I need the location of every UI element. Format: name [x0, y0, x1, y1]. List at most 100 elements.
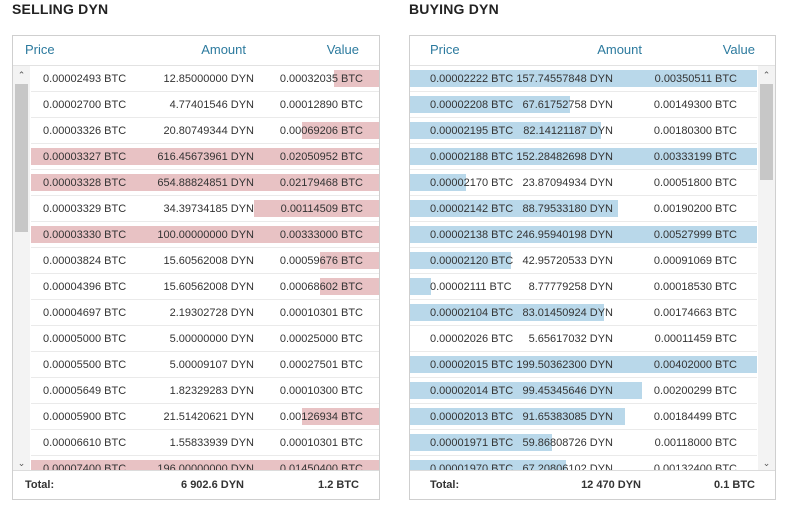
order-value: 0.00114509 BTC [280, 203, 363, 215]
order-price: 0.00002015 BTC [430, 359, 514, 371]
chevron-up-icon[interactable]: ⌃ [17, 70, 26, 80]
order-value: 0.00118000 BTC [654, 437, 737, 449]
order-amount: 246.95940198 DYN [516, 229, 613, 241]
order-amount: 12.85000000 DYN [163, 73, 254, 85]
order-row[interactable]: 0.00005649 BTC 1.82329283 DYN 0.00010300 B… [31, 378, 379, 404]
order-row[interactable]: 0.00002111 BTC 8.77779258 DYN 0.00018530 B… [410, 274, 757, 300]
order-value: 0.00068602 BTC [279, 281, 363, 293]
order-row[interactable]: 0.00002222 BTC 157.74557848 DYN 0.00350511… [410, 66, 757, 92]
order-amount: 67.61752758 DYN [522, 99, 613, 111]
depth-bar [410, 356, 757, 373]
order-price: 0.00002222 BTC [430, 73, 514, 85]
order-row[interactable]: 0.00003326 BTC 20.80749344 DYN 0.00069206 … [31, 118, 379, 144]
order-row[interactable]: 0.00003327 BTC 616.45673961 DYN 0.02050952… [31, 144, 379, 170]
depth-bar [410, 278, 431, 295]
chevron-down-icon[interactable]: ⌄ [17, 458, 26, 468]
order-price: 0.00005000 BTC [43, 333, 127, 345]
order-value: 0.00018530 BTC [653, 281, 737, 293]
order-row[interactable]: 0.00002104 BTC 83.01450924 DYN 0.00174663 … [410, 300, 757, 326]
order-row[interactable]: 0.00002120 BTC 42.95720533 DYN 0.00091069 … [410, 248, 757, 274]
order-amount: 42.95720533 DYN [522, 255, 613, 267]
order-price: 0.00002138 BTC [430, 229, 514, 241]
order-row[interactable]: 0.00003824 BTC 15.60562008 DYN 0.00059676 … [31, 248, 379, 274]
amount-column-header[interactable]: Amount [201, 42, 246, 57]
order-value: 0.00333000 BTC [279, 229, 363, 241]
order-row[interactable]: 0.00005900 BTC 21.51420621 DYN 0.00126934 … [31, 404, 379, 430]
order-amount: 1.55833939 DYN [169, 437, 254, 449]
selling-total-row: Total: 6 902.6 DYN 1.2 BTC [13, 470, 379, 499]
price-column-header[interactable]: Price [25, 42, 55, 57]
depth-bar [302, 122, 379, 139]
order-row[interactable]: 0.00002015 BTC 199.50362300 DYN 0.00402000… [410, 352, 757, 378]
order-row[interactable]: 0.00006610 BTC 1.55833939 DYN 0.00010301 B… [31, 430, 379, 456]
order-row[interactable]: 0.00002138 BTC 246.95940198 DYN 0.00527999… [410, 222, 757, 248]
price-column-header[interactable]: Price [430, 42, 460, 57]
order-amount: 15.60562008 DYN [163, 281, 254, 293]
order-value: 0.00184499 BTC [653, 411, 737, 423]
order-amount: 15.60562008 DYN [163, 255, 254, 267]
order-value: 0.02179468 BTC [279, 177, 363, 189]
order-value: 0.00174663 BTC [653, 307, 737, 319]
total-value: 1.2 BTC [318, 479, 359, 491]
order-row[interactable]: 0.00005000 BTC 5.00000000 DYN 0.00025000 B… [31, 326, 379, 352]
order-row[interactable]: 0.00003328 BTC 654.88824851 DYN 0.02179468… [31, 170, 379, 196]
order-price: 0.00005900 BTC [43, 411, 127, 423]
order-row[interactable]: 0.00002208 BTC 67.61752758 DYN 0.00149300 … [410, 92, 757, 118]
depth-bar [31, 226, 379, 243]
order-price: 0.00002700 BTC [43, 99, 127, 111]
order-price: 0.00002208 BTC [430, 99, 514, 111]
selling-scroll-thumb[interactable] [15, 84, 28, 232]
order-row[interactable]: 0.00003330 BTC 100.00000000 DYN 0.00333000… [31, 222, 379, 248]
order-amount: 654.88824851 DYN [157, 177, 254, 189]
order-price: 0.00001971 BTC [430, 437, 514, 449]
total-value: 0.1 BTC [714, 479, 755, 491]
order-amount: 20.80749344 DYN [163, 125, 254, 137]
order-amount: 34.39734185 DYN [163, 203, 254, 215]
amount-column-header[interactable]: Amount [597, 42, 642, 57]
order-row[interactable]: 0.00002195 BTC 82.14121187 DYN 0.00180300 … [410, 118, 757, 144]
order-row[interactable]: 0.00002142 BTC 88.79533180 DYN 0.00190200 … [410, 196, 757, 222]
order-price: 0.00002013 BTC [430, 411, 514, 423]
order-price: 0.00003824 BTC [43, 255, 127, 267]
order-row[interactable]: 0.00001971 BTC 59.86808726 DYN 0.00118000 … [410, 430, 757, 456]
order-amount: 23.87094934 DYN [522, 177, 613, 189]
order-amount: 99.45345646 DYN [522, 385, 613, 397]
order-row[interactable]: 0.00002493 BTC 12.85000000 DYN 0.00032035 … [31, 66, 379, 92]
order-value: 0.00010300 BTC [279, 385, 363, 397]
order-row[interactable]: 0.00004697 BTC 2.19302728 DYN 0.00010301 B… [31, 300, 379, 326]
selling-scrollbar[interactable]: ⌃ ⌄ [13, 66, 30, 472]
order-price: 0.00002493 BTC [43, 73, 127, 85]
order-row[interactable]: 0.00004396 BTC 15.60562008 DYN 0.00068602 … [31, 274, 379, 300]
order-value: 0.00200299 BTC [653, 385, 737, 397]
order-row[interactable]: 0.00003329 BTC 34.39734185 DYN 0.00114509 … [31, 196, 379, 222]
order-row[interactable]: 0.00002014 BTC 99.45345646 DYN 0.00200299 … [410, 378, 757, 404]
order-value: 0.00027501 BTC [279, 359, 363, 371]
order-value: 0.00180300 BTC [653, 125, 737, 137]
order-price: 0.00003330 BTC [43, 229, 127, 241]
order-row[interactable]: 0.00005500 BTC 5.00009107 DYN 0.00027501 B… [31, 352, 379, 378]
order-value: 0.00051800 BTC [653, 177, 737, 189]
value-column-header[interactable]: Value [722, 42, 755, 57]
order-price: 0.00003326 BTC [43, 125, 127, 137]
depth-bar [410, 174, 466, 191]
order-row[interactable]: 0.00002013 BTC 91.65383085 DYN 0.00184499 … [410, 404, 757, 430]
selling-orders-list: 0.00002493 BTC 12.85000000 DYN 0.00032035 … [31, 66, 379, 508]
chevron-down-icon[interactable]: ⌄ [762, 458, 771, 468]
total-label: Total: [430, 479, 460, 491]
order-row[interactable]: 0.00002170 BTC 23.87094934 DYN 0.00051800 … [410, 170, 757, 196]
order-value: 0.00069206 BTC [279, 125, 363, 137]
order-price: 0.00004396 BTC [43, 281, 127, 293]
order-price: 0.00002120 BTC [430, 255, 514, 267]
order-price: 0.00002014 BTC [430, 385, 514, 397]
order-row[interactable]: 0.00002188 BTC 152.28482698 DYN 0.00333199… [410, 144, 757, 170]
buying-scroll-thumb[interactable] [760, 84, 773, 181]
depth-bar [410, 200, 619, 217]
order-row[interactable]: 0.00002026 BTC 5.65617032 DYN 0.00011459 B… [410, 326, 757, 352]
buying-scrollbar[interactable]: ⌃ ⌄ [758, 66, 775, 472]
value-column-header[interactable]: Value [326, 42, 359, 57]
depth-bar [253, 200, 379, 217]
order-value: 0.00333199 BTC [653, 151, 737, 163]
chevron-up-icon[interactable]: ⌃ [762, 70, 771, 80]
total-amount: 12 470 DYN [581, 479, 641, 491]
order-row[interactable]: 0.00002700 BTC 4.77401546 DYN 0.00012890 B… [31, 92, 379, 118]
